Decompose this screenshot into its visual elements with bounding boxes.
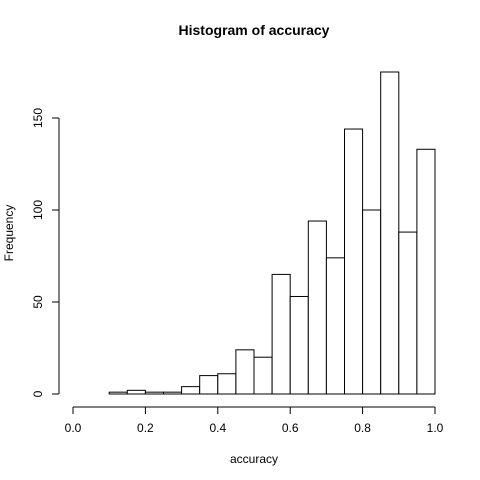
histogram-bar — [163, 391, 183, 395]
histogram-bar — [217, 373, 237, 395]
histogram-bar — [181, 386, 201, 395]
histogram-bar — [398, 231, 418, 395]
y-tick-label: 100 — [31, 200, 45, 220]
histogram-bar — [380, 71, 400, 395]
y-tick-label: 50 — [31, 295, 45, 309]
chart-title: Histogram of accuracy — [179, 22, 330, 38]
y-axis: 0 50 100 150 — [31, 108, 60, 397]
histogram-bar — [126, 389, 146, 395]
bars-group — [108, 71, 436, 395]
histogram-bar — [344, 128, 364, 395]
x-tick-label: 0.0 — [65, 421, 82, 435]
histogram-bar — [271, 273, 291, 395]
x-tick-label: 1.0 — [427, 421, 444, 435]
y-tick-label: 0 — [31, 390, 45, 397]
y-axis-label: Frequency — [2, 205, 16, 262]
x-axis: 0.0 0.2 0.4 0.6 0.8 1.0 — [65, 406, 444, 435]
histogram-bar — [362, 209, 382, 395]
histogram-bar — [235, 349, 255, 395]
histogram-bar — [144, 391, 164, 395]
histogram-bar — [253, 356, 273, 395]
x-tick-label: 0.4 — [209, 421, 226, 435]
histogram-bar — [199, 375, 219, 395]
x-tick-label: 0.2 — [137, 421, 154, 435]
x-tick-label: 0.8 — [354, 421, 371, 435]
histogram-bar — [307, 220, 327, 395]
histogram-bar — [416, 148, 436, 395]
histogram-bar — [289, 295, 309, 395]
y-tick-label: 150 — [31, 108, 45, 128]
histogram-bar — [108, 391, 128, 395]
histogram-bar — [325, 257, 345, 395]
x-tick-label: 0.6 — [282, 421, 299, 435]
x-axis-label: accuracy — [230, 452, 278, 466]
